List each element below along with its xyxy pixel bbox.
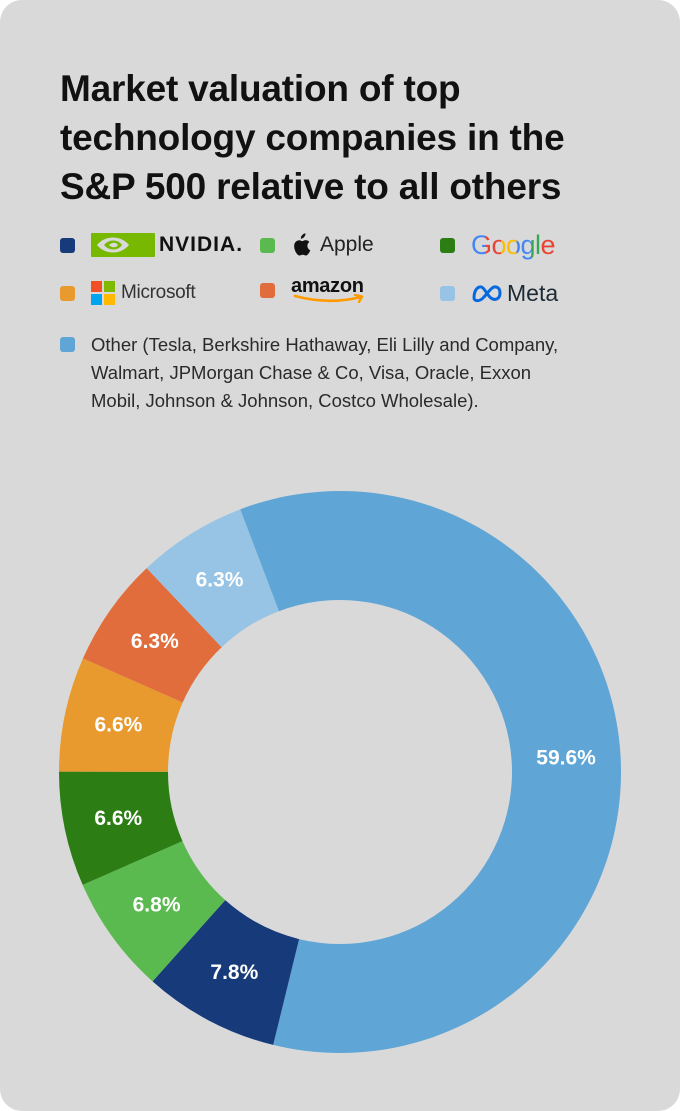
amazon-logo-icon: amazon [291, 275, 369, 303]
nvidia-label: NVIDIA [159, 233, 237, 256]
legend-swatch-google [440, 237, 455, 253]
slice-label-nvidia: 7.8% [210, 961, 258, 984]
google-label: Google [471, 229, 556, 260]
donut-slice-other [240, 490, 622, 1054]
meta-label: Meta [507, 279, 559, 306]
google-logo-icon: Google [471, 229, 556, 261]
donut-slice-meta [146, 509, 279, 648]
donut-slice-google [59, 771, 183, 885]
slice-label-meta: 6.3% [196, 569, 244, 592]
other-label: Other (Tesla, Berkshire Hathaway, Eli Li… [91, 334, 559, 411]
legend-swatch-nvidia [60, 237, 75, 253]
nvidia-logo-icon: NVIDIA. [91, 233, 242, 257]
legend-item-google: Google [440, 229, 556, 261]
legend-swatch-microsoft [60, 285, 75, 301]
legend-item-meta: Meta [440, 279, 558, 307]
legend-item-other: Other (Tesla, Berkshire Hathaway, Eli Li… [60, 331, 620, 415]
apple-label: Apple [320, 233, 374, 256]
donut-slice-microsoft [59, 658, 183, 772]
legend-item-apple: Apple [260, 231, 374, 259]
slice-label-amazon: 6.3% [131, 630, 179, 653]
microsoft-logo-icon: Microsoft [91, 281, 196, 305]
chart-title: Market valuation of top technology compa… [60, 68, 565, 207]
legend-item-nvidia: NVIDIA. [60, 231, 242, 259]
donut-slice-amazon [82, 568, 222, 703]
slice-label-other: 59.6% [536, 747, 596, 770]
amazon-label: amazon [291, 275, 364, 297]
donut-slice-apple [82, 841, 226, 982]
slice-label-apple: 6.8% [133, 893, 181, 916]
donut-slice-nvidia [152, 900, 300, 1045]
legend-swatch-meta [440, 285, 455, 301]
microsoft-label: Microsoft [121, 282, 196, 303]
legend-swatch-other [60, 337, 75, 352]
slice-label-microsoft: 6.6% [94, 714, 142, 737]
apple-logo-icon: Apple [291, 233, 374, 257]
meta-logo-icon: Meta [471, 280, 558, 307]
legend-swatch-apple [260, 237, 275, 253]
legend-item-microsoft: Microsoft [60, 279, 196, 307]
slice-label-google: 6.6% [94, 807, 142, 830]
legend-item-amazon: amazon [260, 276, 369, 304]
legend-swatch-amazon [260, 282, 275, 298]
